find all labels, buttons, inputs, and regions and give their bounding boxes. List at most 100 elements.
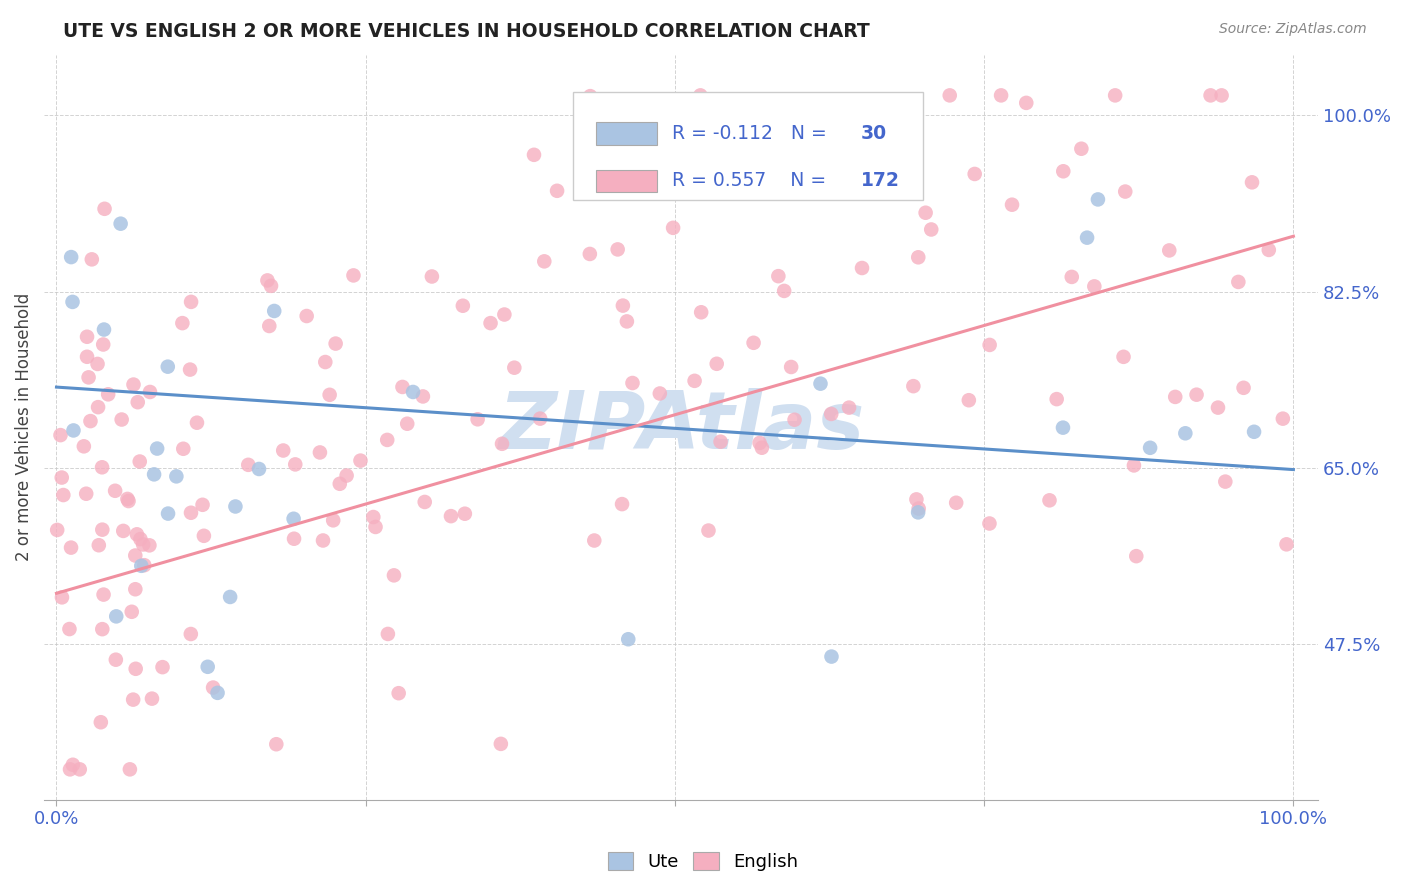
Point xyxy=(1076,230,1098,244)
Point xyxy=(690,305,713,319)
Point xyxy=(139,384,162,399)
Point xyxy=(640,103,662,117)
Point xyxy=(219,590,242,604)
Point xyxy=(851,260,873,275)
Point xyxy=(494,308,516,322)
Point xyxy=(979,338,1001,352)
Point xyxy=(129,558,152,573)
Text: 30: 30 xyxy=(860,124,887,143)
Point xyxy=(1087,193,1109,207)
Point xyxy=(156,359,179,374)
Point xyxy=(616,314,638,328)
Point xyxy=(938,88,960,103)
Point xyxy=(263,304,285,318)
Point xyxy=(1232,381,1254,395)
Point xyxy=(1240,175,1263,189)
Point xyxy=(1052,164,1074,178)
Point xyxy=(451,299,474,313)
Point xyxy=(69,762,91,776)
Point xyxy=(709,434,731,449)
Y-axis label: 2 or more Vehicles in Household: 2 or more Vehicles in Household xyxy=(15,293,32,561)
Point xyxy=(388,686,411,700)
Point xyxy=(87,538,110,552)
Point xyxy=(62,757,84,772)
Point xyxy=(1159,244,1181,258)
Point xyxy=(697,524,720,538)
Point xyxy=(1001,197,1024,211)
Point xyxy=(440,509,463,524)
Point xyxy=(180,294,202,309)
Point xyxy=(748,436,770,450)
Point xyxy=(79,414,101,428)
Point xyxy=(125,662,148,676)
Point xyxy=(325,336,347,351)
Point xyxy=(118,762,141,776)
Point xyxy=(60,541,83,555)
Point xyxy=(76,350,98,364)
Point xyxy=(780,359,803,374)
Point xyxy=(180,627,202,641)
Point xyxy=(1015,95,1038,110)
Point xyxy=(87,400,110,414)
Point xyxy=(124,549,146,563)
Point xyxy=(259,318,281,333)
Point xyxy=(105,609,128,624)
Point xyxy=(364,520,387,534)
Point xyxy=(1243,425,1265,439)
Point xyxy=(121,605,143,619)
Point xyxy=(838,401,860,415)
Point xyxy=(91,337,114,351)
Point xyxy=(1271,411,1294,425)
Point xyxy=(146,442,169,456)
Point xyxy=(1070,142,1092,156)
Point xyxy=(314,355,336,369)
Point xyxy=(129,532,152,546)
Point xyxy=(59,762,82,776)
Point xyxy=(193,529,215,543)
Point xyxy=(117,494,139,508)
Point xyxy=(963,167,986,181)
FancyBboxPatch shape xyxy=(572,93,924,201)
Point xyxy=(914,205,936,219)
Point xyxy=(529,411,551,425)
Point xyxy=(1139,441,1161,455)
Point xyxy=(1174,426,1197,441)
Point xyxy=(172,316,194,330)
Point xyxy=(479,316,502,330)
Point xyxy=(375,433,398,447)
Point xyxy=(377,627,399,641)
Point xyxy=(77,370,100,384)
Point xyxy=(329,476,352,491)
Point xyxy=(202,681,225,695)
Point xyxy=(224,500,246,514)
Point xyxy=(62,294,84,309)
Point xyxy=(49,428,72,442)
Point xyxy=(523,148,546,162)
Point xyxy=(157,507,180,521)
Point xyxy=(141,691,163,706)
Point xyxy=(783,413,806,427)
Point xyxy=(467,412,489,426)
Point xyxy=(905,492,928,507)
Point xyxy=(382,568,405,582)
Point xyxy=(621,376,644,390)
Point xyxy=(945,496,967,510)
Point xyxy=(284,458,307,472)
Point xyxy=(46,523,69,537)
Point xyxy=(1164,390,1187,404)
Point xyxy=(706,357,728,371)
Point xyxy=(773,284,796,298)
Point xyxy=(412,389,434,403)
Point xyxy=(342,268,364,283)
Point xyxy=(180,506,202,520)
Point xyxy=(617,632,640,647)
Point xyxy=(256,273,278,287)
Point xyxy=(742,335,765,350)
Point xyxy=(1257,243,1279,257)
Point xyxy=(689,88,711,103)
Point xyxy=(533,254,555,268)
Point xyxy=(1122,458,1144,473)
Point xyxy=(247,462,270,476)
Point xyxy=(266,737,288,751)
Point xyxy=(768,269,790,284)
